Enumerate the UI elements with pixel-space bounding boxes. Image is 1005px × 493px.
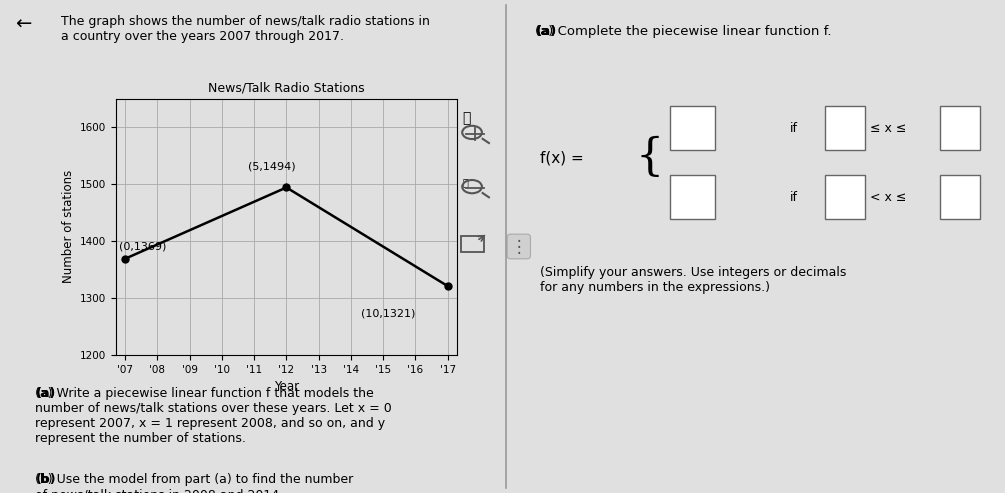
Bar: [940, 175, 980, 219]
Text: if: if: [790, 191, 798, 204]
Text: (0,1369): (0,1369): [119, 242, 166, 251]
Text: (a) Write a piecewise linear function f that models the
number of news/talk stat: (a) Write a piecewise linear function f …: [35, 387, 392, 445]
Text: (a): (a): [35, 387, 55, 400]
Y-axis label: Number of stations: Number of stations: [62, 170, 75, 283]
Bar: [825, 106, 865, 150]
Title: News/Talk Radio Stations: News/Talk Radio Stations: [208, 82, 365, 95]
Text: (b) Use the model from part (a) to find the number
of news/talk stations in 2008: (b) Use the model from part (a) to find …: [35, 473, 354, 493]
Text: (a) Complete the piecewise linear function f.: (a) Complete the piecewise linear functi…: [536, 25, 832, 37]
Text: < x ≤: < x ≤: [870, 191, 907, 204]
Text: ≤ x ≤: ≤ x ≤: [870, 122, 907, 135]
Point: [118, 255, 134, 263]
Text: (a): (a): [536, 25, 557, 37]
Text: f(x) =: f(x) =: [541, 150, 584, 165]
Text: (a): (a): [536, 25, 557, 37]
Text: if: if: [790, 122, 798, 135]
Text: 🔍: 🔍: [462, 111, 471, 125]
Bar: [825, 175, 865, 219]
Bar: [940, 106, 980, 150]
Text: ←: ←: [15, 15, 31, 34]
Point: [439, 282, 455, 290]
X-axis label: Year: Year: [274, 380, 299, 393]
Point: [278, 183, 294, 191]
Text: {: {: [635, 136, 663, 179]
Text: (10,1321): (10,1321): [361, 308, 415, 318]
Text: (Simplify your answers. Use integers or decimals
for any numbers in the expressi: (Simplify your answers. Use integers or …: [541, 266, 847, 294]
Text: (a): (a): [35, 387, 55, 400]
Text: 🔍: 🔍: [462, 177, 468, 187]
Text: (5,1494): (5,1494): [248, 162, 295, 172]
Bar: [670, 106, 716, 150]
Text: (b): (b): [35, 473, 56, 486]
Text: ⋮: ⋮: [511, 238, 528, 255]
Bar: [670, 175, 716, 219]
Text: The graph shows the number of news/talk radio stations in
a country over the yea: The graph shows the number of news/talk …: [60, 15, 429, 43]
